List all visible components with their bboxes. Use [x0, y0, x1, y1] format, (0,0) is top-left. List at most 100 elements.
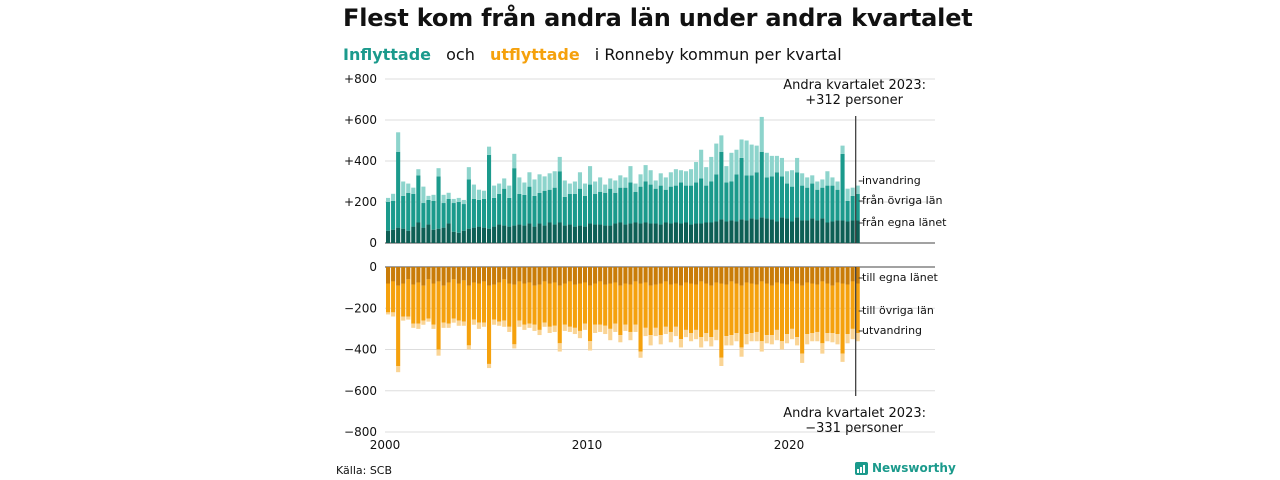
bar-utflyttade-2	[734, 333, 739, 342]
bar-inflyttade-1	[724, 182, 729, 222]
bar-inflyttade-1	[582, 195, 588, 227]
bar-utflyttade-2	[648, 335, 653, 346]
bar-inflyttade-0	[810, 218, 815, 243]
bar-inflyttade-0	[643, 222, 648, 243]
bar-inflyttade-0	[825, 222, 830, 243]
bar-utflyttade-0	[795, 267, 800, 284]
bar-utflyttade-2	[668, 331, 673, 343]
bar-utflyttade-1	[638, 283, 643, 352]
bar-utflyttade-2	[557, 343, 562, 352]
bar-inflyttade-1	[421, 203, 426, 228]
bar-inflyttade-2	[431, 194, 436, 201]
bar-utflyttade-0	[719, 267, 724, 284]
bar-inflyttade-2	[481, 190, 487, 199]
bar-inflyttade-1	[749, 175, 754, 219]
bar-utflyttade-1	[689, 283, 694, 333]
bar-inflyttade-2	[456, 197, 461, 202]
bar-inflyttade-2	[588, 166, 593, 185]
bar-utflyttade-2	[795, 337, 800, 346]
bar-utflyttade-1	[476, 283, 481, 323]
bar-utflyttade-0	[492, 267, 497, 285]
x-tick-label: 2010	[572, 438, 603, 452]
bar-utflyttade-1	[850, 281, 855, 329]
bar-utflyttade-2	[466, 345, 471, 350]
bar-utflyttade-0	[562, 267, 567, 284]
bar-utflyttade-2	[421, 320, 426, 325]
bar-utflyttade-2	[683, 329, 689, 338]
bar-utflyttade-2	[492, 319, 497, 325]
bar-inflyttade-2	[850, 187, 855, 196]
bar-inflyttade-1	[608, 188, 613, 226]
bar-inflyttade-0	[845, 221, 850, 243]
bar-inflyttade-0	[618, 222, 623, 243]
bar-inflyttade-2	[386, 197, 391, 202]
y-tick-label: +600	[344, 113, 377, 127]
bar-utflyttade-0	[835, 267, 840, 283]
bar-inflyttade-1	[790, 186, 795, 222]
bar-utflyttade-1	[557, 285, 562, 344]
bar-inflyttade-2	[795, 157, 800, 173]
bar-utflyttade-0	[396, 267, 401, 286]
bar-utflyttade-1	[527, 282, 532, 324]
bar-utflyttade-0	[815, 267, 820, 285]
bar-utflyttade-1	[790, 281, 795, 329]
bar-utflyttade-1	[724, 284, 729, 337]
bar-utflyttade-2	[689, 333, 694, 342]
bar-inflyttade-1	[709, 181, 714, 223]
bar-inflyttade-1	[779, 176, 784, 218]
bar-inflyttade-1	[653, 188, 658, 224]
bar-utflyttade-1	[507, 283, 512, 327]
bar-utflyttade-0	[537, 267, 542, 285]
bar-utflyttade-0	[451, 267, 456, 280]
bar-inflyttade-1	[699, 178, 704, 224]
bar-inflyttade-0	[719, 219, 724, 243]
bar-utflyttade-1	[386, 283, 391, 313]
bar-inflyttade-0	[497, 224, 502, 243]
bar-utflyttade-2	[754, 331, 759, 342]
bar-utflyttade-1	[572, 284, 577, 328]
bar-inflyttade-1	[492, 197, 497, 227]
bar-inflyttade-0	[744, 220, 749, 243]
bar-inflyttade-2	[567, 183, 572, 194]
bar-inflyttade-0	[648, 223, 653, 243]
bar-inflyttade-2	[522, 182, 527, 195]
bar-utflyttade-2	[800, 353, 805, 363]
bar-inflyttade-0	[577, 225, 582, 243]
bar-inflyttade-2	[699, 149, 704, 179]
bar-inflyttade-2	[502, 178, 507, 189]
bar-inflyttade-1	[683, 185, 689, 223]
bar-utflyttade-1	[391, 281, 396, 313]
bar-utflyttade-2	[845, 334, 850, 344]
bar-utflyttade-0	[714, 267, 719, 283]
bar-utflyttade-0	[391, 267, 396, 282]
bar-inflyttade-0	[678, 223, 683, 243]
bar-utflyttade-1	[618, 285, 623, 336]
bar-utflyttade-1	[719, 283, 724, 358]
bar-utflyttade-2	[840, 353, 845, 362]
bar-utflyttade-0	[421, 267, 426, 286]
bar-utflyttade-1	[699, 281, 704, 338]
bar-utflyttade-2	[759, 341, 764, 352]
bar-utflyttade-2	[441, 322, 446, 328]
bar-inflyttade-0	[391, 229, 396, 243]
bar-utflyttade-1	[643, 282, 648, 328]
bar-utflyttade-2	[764, 335, 769, 344]
bar-inflyttade-2	[638, 174, 643, 187]
bar-utflyttade-0	[593, 267, 598, 284]
source-note: Källa: SCB	[336, 464, 393, 477]
bar-utflyttade-0	[749, 267, 754, 284]
bar-utflyttade-1	[562, 283, 567, 325]
bar-inflyttade-2	[471, 184, 476, 199]
bar-inflyttade-1	[441, 203, 446, 228]
bar-inflyttade-2	[537, 174, 542, 193]
bar-utflyttade-1	[577, 283, 582, 331]
bar-utflyttade-0	[547, 267, 552, 284]
bar-utflyttade-0	[517, 267, 522, 282]
bar-utflyttade-2	[396, 366, 401, 373]
bar-utflyttade-0	[805, 267, 810, 283]
bar-utflyttade-1	[855, 283, 860, 333]
bar-inflyttade-1	[694, 182, 699, 224]
bar-utflyttade-2	[850, 328, 855, 340]
bar-utflyttade-2	[391, 312, 396, 317]
bar-utflyttade-1	[446, 282, 451, 324]
